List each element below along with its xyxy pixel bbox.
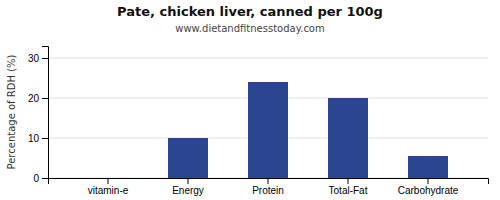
tick: Total-Fat [329,178,368,196]
y-axis-title: Percentage of RDH (%) [6,54,17,169]
grid-line [48,58,488,59]
bar [248,82,288,178]
chart: Pate, chicken liver, canned per 100g www.… [0,0,500,200]
tick: Carbohydrate [398,178,459,196]
tick: 20 [28,93,48,104]
tick-label: Protein [252,185,284,196]
tick-mark [188,178,189,184]
tick-label: 10 [28,133,40,144]
tick: 0 [33,173,48,184]
tick: Energy [172,178,204,196]
bar [328,98,368,178]
tick-mark [42,58,48,59]
tick-mark [42,98,48,99]
tick-label: 30 [28,53,40,64]
bar [408,156,448,178]
axis-line [42,47,49,179]
tick: 10 [28,133,48,144]
tick-label: Total-Fat [329,185,368,196]
tick-label: Carbohydrate [398,185,459,196]
title: Pate, chicken liver, canned per 100g [117,4,383,19]
tick-label: 20 [28,93,40,104]
tick: Protein [252,178,284,196]
bars [168,82,448,178]
axis-line [49,179,489,185]
tick: vitamin-e [88,178,129,196]
tick-label: vitamin-e [88,185,129,196]
tick-label: Energy [172,185,204,196]
y-axis: 0 10 20 30 [28,47,49,184]
plot: vitamin-e Energy Protein Total-Fat Carbohydr… [28,47,489,197]
tick-mark [428,178,429,184]
tick-mark [108,178,109,184]
bar [168,138,208,178]
tick-mark [42,138,48,139]
grid [48,58,488,178]
tick-mark [268,178,269,184]
tick-mark [348,178,349,184]
x-axis: vitamin-e Energy Protein Total-Fat Carbohydr… [49,178,489,196]
bar [88,178,128,179]
subtitle: www.dietandfitnesstoday.com [175,23,324,34]
tick: 30 [28,53,48,64]
tick-mark [42,178,48,179]
tick-label: 0 [33,173,39,184]
